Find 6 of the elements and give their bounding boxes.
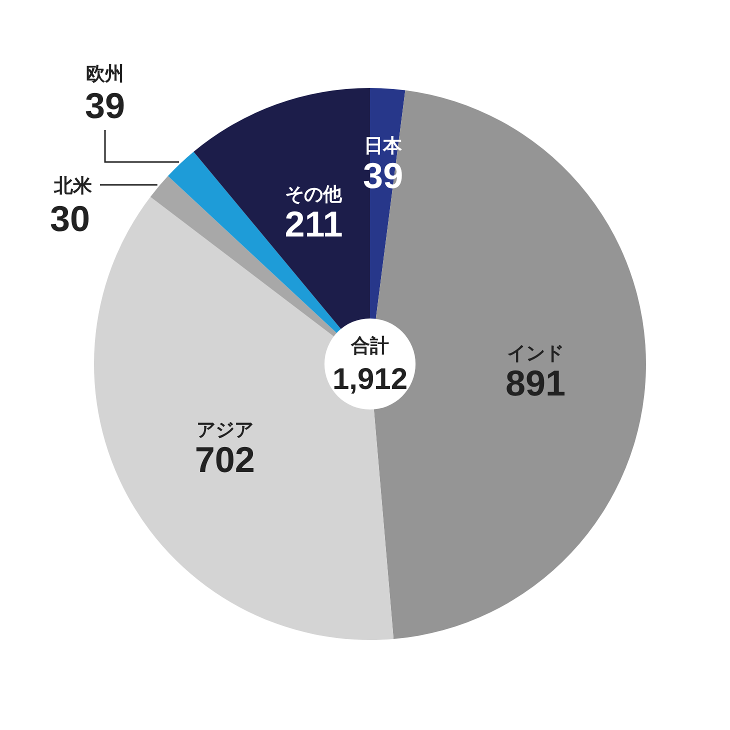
text: 合計: [350, 335, 389, 357]
data-label: 30: [50, 198, 90, 239]
data-label: 39: [84, 85, 126, 126]
text: 1,912: [332, 363, 408, 396]
slice-label: 北米: [53, 174, 93, 197]
slice-label: 欧州: [86, 63, 124, 86]
